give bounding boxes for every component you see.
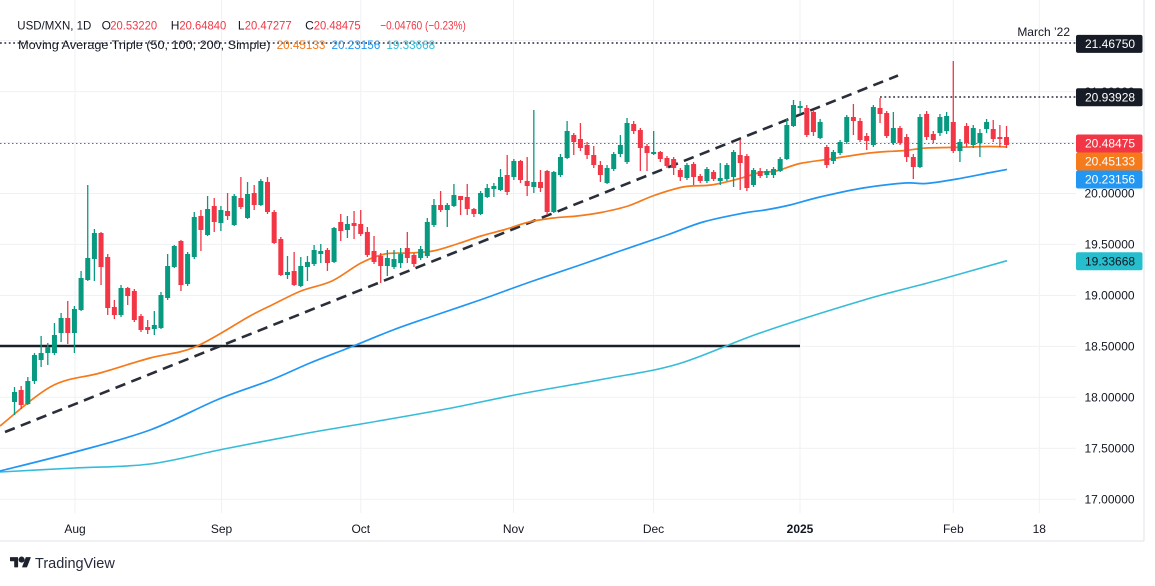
svg-text:17.50000: 17.50000 xyxy=(1085,441,1135,455)
svg-text:USD/MXN, 1D: USD/MXN, 1D xyxy=(17,19,91,33)
svg-text:March ’22: March ’22 xyxy=(1017,25,1070,39)
svg-text:20.48475: 20.48475 xyxy=(314,19,361,33)
svg-text:19.00000: 19.00000 xyxy=(1085,289,1135,303)
svg-text:20.47277: 20.47277 xyxy=(245,19,292,33)
svg-text:Moving Average Triple (50, 100: Moving Average Triple (50, 100, 200, Sim… xyxy=(18,38,270,52)
svg-text:20.93928: 20.93928 xyxy=(1085,90,1135,104)
svg-text:TradingView: TradingView xyxy=(35,556,115,572)
svg-text:21.46750: 21.46750 xyxy=(1085,37,1135,51)
svg-text:19.33668: 19.33668 xyxy=(386,38,435,52)
svg-text:C: C xyxy=(305,19,314,33)
svg-text:20.00000: 20.00000 xyxy=(1085,187,1135,201)
svg-text:20.64840: 20.64840 xyxy=(179,19,226,33)
svg-text:Dec: Dec xyxy=(643,522,664,536)
svg-text:2025: 2025 xyxy=(787,522,814,536)
svg-text:Nov: Nov xyxy=(503,522,524,536)
svg-text:20.23156: 20.23156 xyxy=(332,38,381,52)
svg-text:L: L xyxy=(238,19,245,33)
svg-text:20.48475: 20.48475 xyxy=(1085,137,1135,151)
svg-text:17.00000: 17.00000 xyxy=(1085,492,1135,506)
svg-text:−0.04760 (−0.23%): −0.04760 (−0.23%) xyxy=(380,19,466,33)
svg-text:20.45133: 20.45133 xyxy=(277,38,326,52)
svg-text:Feb: Feb xyxy=(943,522,964,536)
svg-text:18: 18 xyxy=(1033,522,1047,536)
svg-text:Sep: Sep xyxy=(211,522,233,536)
svg-text:19.50000: 19.50000 xyxy=(1085,238,1135,252)
svg-text:Aug: Aug xyxy=(64,522,85,536)
svg-text:20.45133: 20.45133 xyxy=(1085,155,1135,169)
svg-text:18.00000: 18.00000 xyxy=(1085,391,1135,405)
svg-text:18.50000: 18.50000 xyxy=(1085,340,1135,354)
svg-text:Oct: Oct xyxy=(351,522,370,536)
svg-text:20.53220: 20.53220 xyxy=(110,19,157,33)
svg-text:O: O xyxy=(102,19,111,33)
svg-text:20.23156: 20.23156 xyxy=(1085,173,1135,187)
svg-text:H: H xyxy=(171,19,180,33)
svg-text:19.33668: 19.33668 xyxy=(1085,255,1135,269)
